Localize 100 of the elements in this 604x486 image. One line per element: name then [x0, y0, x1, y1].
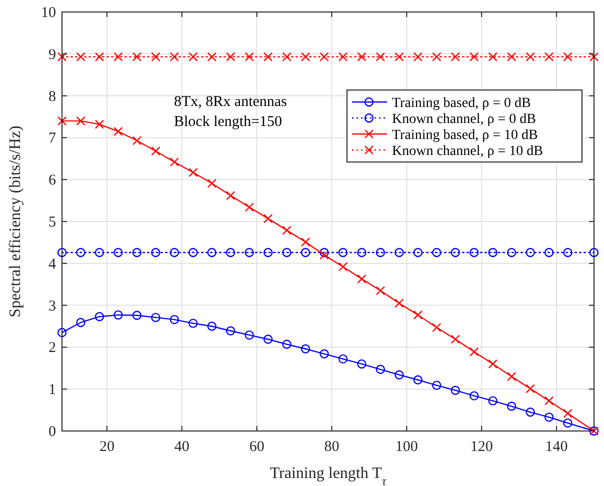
point — [263, 52, 273, 62]
point — [470, 248, 479, 258]
point — [450, 386, 460, 395]
point — [244, 52, 254, 62]
point — [544, 248, 554, 258]
point — [244, 248, 254, 258]
point — [76, 116, 86, 126]
point — [57, 52, 67, 62]
point — [432, 248, 442, 258]
point — [589, 248, 599, 258]
point — [282, 226, 292, 235]
legend-label: Training based, ρ = 10 dB — [392, 128, 538, 143]
point — [132, 310, 142, 320]
point — [506, 248, 516, 258]
point — [544, 412, 554, 422]
point — [470, 391, 479, 400]
point — [589, 52, 599, 62]
point — [226, 326, 236, 336]
point — [282, 248, 292, 258]
point — [207, 52, 216, 62]
point — [394, 52, 404, 62]
point — [470, 347, 479, 356]
y-tick-label: 0 — [48, 424, 56, 440]
x-tick-label: 40 — [174, 439, 190, 455]
x-tick-label: 100 — [395, 439, 418, 455]
x-tick-label: 140 — [545, 439, 568, 455]
point — [151, 146, 160, 156]
y-tick-label: 7 — [48, 130, 56, 147]
point — [188, 248, 198, 258]
point — [526, 384, 535, 394]
point — [470, 52, 479, 62]
annotation: Block length=150 — [174, 114, 282, 130]
point — [563, 408, 572, 418]
point — [263, 248, 273, 258]
point — [94, 120, 104, 129]
point — [413, 310, 423, 320]
point — [432, 322, 442, 332]
point — [488, 248, 498, 258]
point — [300, 237, 310, 247]
point — [300, 52, 310, 62]
point — [76, 52, 86, 62]
point — [413, 375, 423, 384]
point — [151, 312, 160, 322]
point — [432, 52, 442, 62]
point — [170, 248, 179, 258]
point — [526, 52, 535, 62]
y-tick-label: 4 — [48, 256, 56, 272]
point — [76, 248, 86, 258]
point — [544, 52, 554, 62]
y-tick-label: 1 — [48, 382, 56, 398]
point — [151, 52, 160, 62]
legend-label: Known channel, ρ = 0 dB — [392, 112, 536, 127]
point — [188, 168, 198, 178]
point — [450, 248, 460, 258]
x-axis-title: Training length T$_{τ}$ — [270, 465, 387, 486]
point — [488, 52, 498, 62]
point — [450, 52, 460, 62]
point — [94, 312, 104, 322]
point — [226, 52, 236, 62]
point — [263, 214, 273, 224]
point — [282, 52, 292, 62]
point — [244, 330, 254, 340]
point — [263, 334, 273, 344]
point — [506, 52, 516, 62]
point — [338, 354, 348, 364]
point — [506, 402, 516, 411]
legend-label: Known channel, ρ = 10 dB — [392, 144, 543, 159]
point — [244, 202, 254, 212]
point — [488, 396, 498, 406]
point — [132, 136, 142, 146]
x-tick-label: 120 — [470, 439, 493, 455]
y-axis-title: Spectral efficiency (bits/s/Hz) — [7, 126, 24, 318]
point — [357, 359, 366, 369]
y-tick-label: 8 — [48, 88, 56, 105]
point — [432, 380, 442, 390]
point — [226, 248, 236, 258]
point — [563, 52, 572, 62]
point — [413, 248, 423, 258]
point — [376, 286, 386, 296]
point — [114, 310, 123, 320]
point — [526, 408, 535, 417]
point — [76, 318, 86, 328]
point — [320, 248, 329, 258]
point — [394, 370, 404, 380]
point — [132, 248, 142, 258]
point — [506, 372, 516, 382]
point — [376, 364, 386, 374]
point — [132, 52, 142, 62]
x-tick-label: 60 — [249, 439, 264, 455]
point — [300, 344, 310, 354]
point — [338, 248, 348, 258]
point — [320, 52, 329, 62]
point — [57, 328, 67, 338]
point — [338, 52, 348, 62]
point — [57, 248, 67, 258]
point — [151, 248, 160, 258]
point — [57, 116, 67, 126]
point — [394, 248, 404, 258]
point — [282, 340, 292, 349]
point — [357, 274, 366, 284]
